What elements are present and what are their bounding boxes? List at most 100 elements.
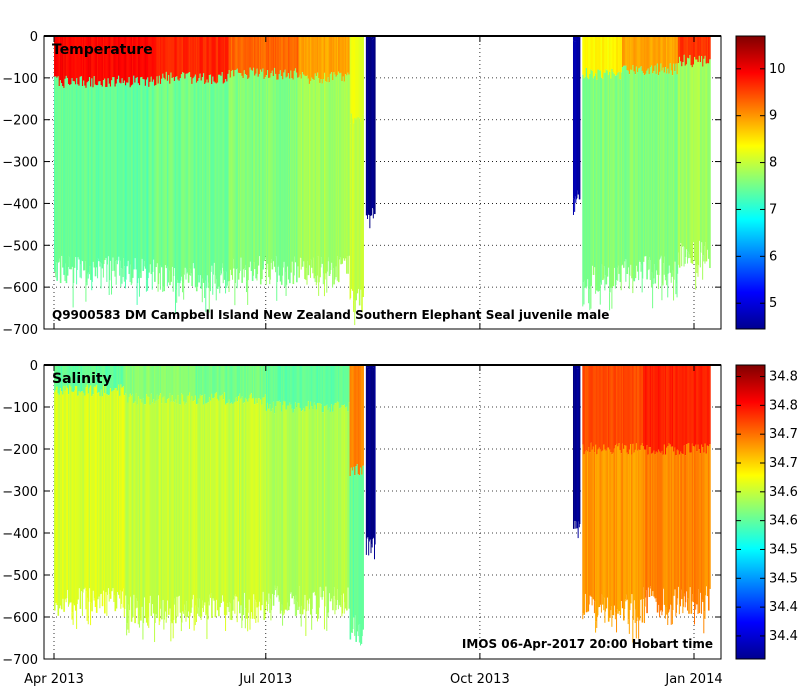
salinity-profile-deep <box>227 402 229 607</box>
temperature-profile-deep <box>657 75 660 276</box>
salinity-profile-deep <box>262 397 264 592</box>
temperature-profile-deep <box>303 74 305 262</box>
temperature-profile-upper <box>272 36 275 76</box>
salinity-profile-tail <box>81 592 83 616</box>
temperature-profile-deep <box>115 83 118 261</box>
salinity-profile-deep <box>625 445 627 595</box>
salinity-profile-deep <box>193 400 196 618</box>
salinity-profile-upper <box>621 365 624 444</box>
temperature-profile-deep <box>663 72 666 257</box>
salinity-profile-deep <box>361 474 363 637</box>
temperature-segment <box>365 36 376 229</box>
temperature-profile-deep <box>143 79 146 262</box>
salinity-profile-deep <box>276 401 278 587</box>
temperature-profile-upper <box>101 36 104 87</box>
temperature-segment <box>228 36 299 306</box>
salinity-profile-deep <box>236 401 239 598</box>
salinity-profile-deep <box>233 402 235 596</box>
salinity-profile-upper <box>204 365 206 395</box>
temperature-profile-tail <box>214 275 216 284</box>
salinity-profile-upper <box>227 365 229 403</box>
temperature-profile-deep <box>287 73 290 280</box>
salinity-profile-upper <box>676 365 679 450</box>
salinity-profile-upper <box>314 365 317 405</box>
salinity-profile-deep <box>619 450 622 616</box>
salinity-profile-tail <box>588 604 590 612</box>
temperature-profile-upper <box>286 36 289 77</box>
temperature-profile-tail <box>143 261 145 267</box>
salinity-profile-upper <box>704 365 707 444</box>
temperature-profile-deep <box>101 86 104 269</box>
salinity-profile-upper <box>647 365 650 455</box>
temperature-profile-upper <box>102 36 105 81</box>
temperature-profile-deep <box>675 63 677 284</box>
salinity-profile-tail <box>682 606 684 614</box>
salinity-profile-tail <box>360 643 362 646</box>
temperature-profile-tail <box>353 300 355 312</box>
temperature-profile-tail <box>661 283 663 301</box>
salinity-profile-deep <box>161 403 163 620</box>
temperature-profile-tail <box>702 255 704 280</box>
temperature-profile-upper <box>706 36 709 64</box>
temperature-profile-deep <box>362 114 364 298</box>
salinity-profile-deep <box>706 445 709 597</box>
salinity-profile-upper <box>347 365 349 412</box>
salinity-y-axis: 0−100−200−300−400−500−600−700 <box>2 359 721 668</box>
temperature-profile-tail <box>339 257 341 260</box>
temperature-profile-upper <box>689 36 691 55</box>
salinity-profile-deep <box>112 390 114 589</box>
salinity-profile-deep <box>80 391 83 592</box>
salinity-profile-tail <box>258 600 260 603</box>
salinity-profile-tail <box>341 613 343 617</box>
salinity-profile-deep <box>270 411 273 611</box>
salinity-profile-deep <box>673 451 675 596</box>
salinity-profile-upper <box>293 365 296 410</box>
salinity-profile-upper <box>84 365 86 396</box>
salinity-profile-upper <box>119 365 121 396</box>
temperature-ytick-label: −400 <box>2 197 38 212</box>
salinity-profile-deep <box>649 447 652 587</box>
salinity-profile-upper <box>187 365 190 396</box>
temperature-profile-upper <box>175 36 177 77</box>
salinity-profile-deep <box>662 454 665 588</box>
temperature-profile-deep <box>128 77 131 274</box>
temperature-profile-upper <box>293 36 296 71</box>
temperature-profile-tail <box>369 215 371 229</box>
salinity-profile-deep <box>184 404 186 611</box>
salinity-profile-upper <box>114 365 117 389</box>
salinity-profile-deep <box>648 447 651 598</box>
temperature-profile-deep <box>351 118 354 291</box>
temperature-profile-upper <box>613 36 616 75</box>
salinity-profile-deep <box>180 393 183 623</box>
temperature-profile-deep <box>240 73 242 258</box>
salinity-profile-deep <box>616 443 618 610</box>
salinity-profile-upper <box>584 365 587 452</box>
temperature-profile-deep <box>612 72 615 287</box>
salinity-profile-deep <box>99 396 101 595</box>
temperature-profiles <box>54 36 711 326</box>
salinity-profile-deep <box>207 402 210 602</box>
salinity-profile-upper <box>298 365 300 404</box>
temperature-profile-upper <box>57 36 60 77</box>
temperature-profile-deep <box>666 73 668 275</box>
temperature-profile-upper <box>343 36 346 82</box>
temperature-profile-tail <box>576 190 578 199</box>
temperature-profile-upper <box>252 36 255 68</box>
salinity-profile-deep <box>190 400 192 613</box>
temperature-profile-deep <box>70 84 72 270</box>
temperature-profile-deep <box>624 65 626 260</box>
temperature-profile-deep <box>88 77 91 267</box>
temperature-profile-deep <box>150 76 153 275</box>
salinity-profile-tail <box>148 603 150 628</box>
salinity-profile-upper <box>344 365 347 408</box>
temperature-profile-deep <box>289 78 291 284</box>
salinity-profile-deep <box>115 388 118 609</box>
salinity-profile-deep <box>630 444 632 604</box>
temperature-profile-upper <box>145 36 148 80</box>
temperature-profile-tail <box>247 280 249 305</box>
salinity-profile-upper <box>600 365 603 452</box>
salinity-profile-deep <box>251 398 254 619</box>
salinity-profile-upper <box>582 365 584 445</box>
temperature-profile-deep <box>670 70 673 278</box>
salinity-profile-deep <box>290 404 292 593</box>
